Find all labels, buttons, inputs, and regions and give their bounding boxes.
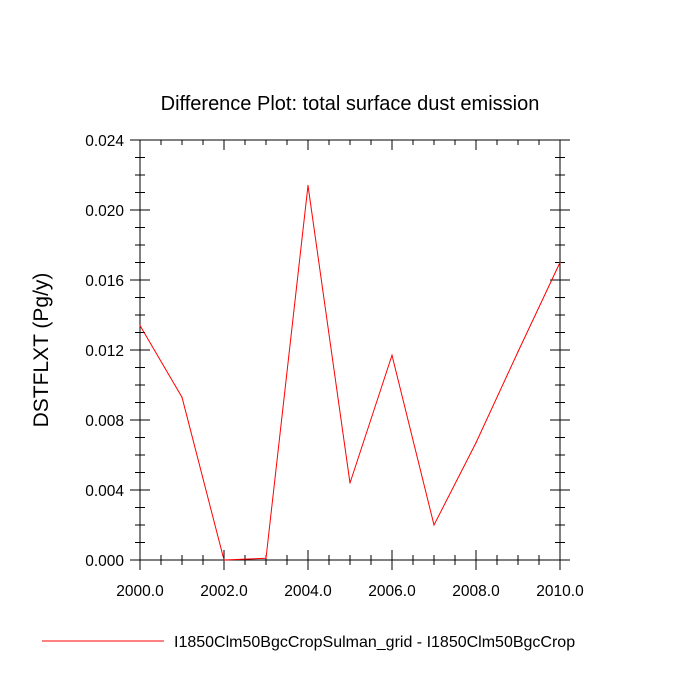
data-point (307, 184, 309, 187)
x-tick-label: 2000.0 (116, 583, 164, 600)
data-point (475, 442, 477, 444)
legend-label: I1850Clm50BgcCropSulman_grid - I1850Clm5… (174, 634, 575, 651)
data-point (223, 559, 225, 561)
data-point (517, 351, 519, 353)
x-tick-label: 2008.0 (452, 583, 500, 600)
data-point (139, 324, 141, 327)
x-tick-label: 2004.0 (284, 583, 332, 600)
chart-title: Difference Plot: total surface dust emis… (161, 93, 540, 115)
y-tick-label: 0.004 (85, 483, 124, 500)
x-tick-label: 2010.0 (536, 583, 584, 600)
y-tick-label: 0.008 (85, 413, 124, 430)
tick-labels: 2000.0 2002.0 2004.0 2006.0 2008.0 2010.0 0.00… (85, 133, 584, 600)
y-tick-label: 0.020 (85, 203, 124, 220)
data-point (391, 354, 393, 356)
y-tick-label: 0.016 (85, 273, 124, 290)
axis-ticks (130, 139, 570, 570)
series-group (139, 184, 561, 561)
x-tick-label: 2002.0 (200, 583, 248, 600)
data-point (349, 482, 351, 484)
y-tick-label: 0.012 (85, 343, 124, 360)
data-point (181, 396, 183, 398)
y-axis-label: DSTFLXT (Pg/y) (30, 273, 53, 428)
legend: I1850Clm50BgcCropSulman_grid - I1850Clm5… (42, 634, 575, 651)
series-line (139, 185, 561, 561)
data-point (433, 524, 435, 526)
plot-frame (139, 139, 561, 561)
x-tick-label: 2006.0 (368, 583, 416, 600)
y-tick-label: 0.000 (85, 553, 124, 570)
data-point (559, 261, 561, 264)
data-point (265, 557, 267, 559)
y-tick-label: 0.024 (85, 133, 124, 150)
